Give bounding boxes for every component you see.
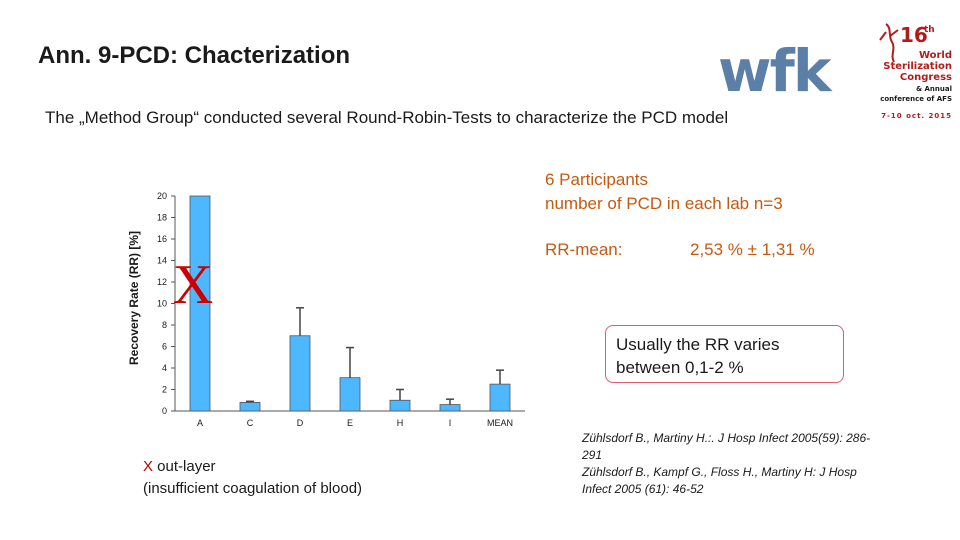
outlier-x-mark: X (173, 254, 213, 316)
outlier-text: out-layer (153, 458, 216, 475)
outlier-reason: (insufficient coagulation of blood) (143, 480, 363, 497)
congress-line-4: conference of AFS (880, 95, 952, 103)
congress-logo: 16 th World Sterilization Congress & Ann… (879, 23, 952, 120)
reference-2: Zühlsdorf B., Kampf G., Floss H., Martin… (582, 465, 857, 496)
congress-dates: 7-10 oct. 2015 (881, 112, 952, 120)
rr-mean-value: 2,53 % ± 1,31 % (690, 240, 815, 259)
recovery-rate-chart: 0 2 4 6 8 10 12 14 16 18 20 A C D E H I MEAN Recovery Rat… (127, 191, 525, 428)
x-tick-label: D (297, 418, 304, 428)
note-box (605, 325, 844, 383)
intro-text: The „Method Group“ conducted several Rou… (45, 108, 729, 127)
note-text: Usually the RR varies between 0,1-2 % (616, 333, 779, 379)
bar (189, 195, 211, 412)
outlier-x-label: X (143, 458, 154, 475)
x-tick-label: C (247, 418, 254, 428)
y-tick-label: 4 (162, 363, 167, 373)
x-tick-label: E (347, 418, 353, 428)
y-tick-label: 20 (157, 191, 167, 201)
bar (389, 399, 411, 412)
congress-line-3: & Annual (916, 85, 952, 93)
bar (289, 335, 311, 412)
bar (339, 377, 361, 412)
bar (489, 383, 511, 412)
y-tick-label: 8 (162, 320, 167, 330)
y-tick-label: 14 (157, 256, 167, 266)
x-tick-label: MEAN (487, 418, 513, 428)
references: Zühlsdorf B., Martiny H.:. J Hosp Infect… (582, 430, 872, 498)
y-tick-label: 12 (157, 277, 167, 287)
bar (439, 404, 461, 412)
bar (239, 401, 261, 412)
y-tick-label: 0 (162, 406, 167, 416)
wfk-logo: wfk (718, 45, 835, 97)
outlier-explanation: X out-layer (insufficient coagulation of… (143, 456, 362, 500)
y-tick-label: 2 (162, 385, 167, 395)
page-title: Ann. 9-PCD: Chacterization (38, 42, 351, 69)
x-tick-label: H (397, 418, 404, 428)
note-line-2: between 0,1-2 % (616, 358, 744, 377)
note-line-1: Usually the RR varies (616, 335, 780, 354)
wfk-logo-text: wfk (718, 45, 833, 97)
y-tick-label: 18 (157, 213, 167, 223)
congress-line-2: Congress (900, 72, 952, 83)
y-tick-label: 10 (157, 299, 167, 309)
rr-mean-label: RR-mean: (545, 240, 623, 259)
y-tick-label: 6 (162, 342, 167, 352)
x-tick-label: I (449, 418, 452, 428)
congress-suffix: th (924, 25, 935, 35)
participants-info: 6 Participants number of PCD in each lab… (545, 168, 783, 216)
y-tick-label: 16 (157, 234, 167, 244)
reference-1: Zühlsdorf B., Martiny H.:. J Hosp Infect… (582, 431, 871, 462)
congress-line-1: Sterilization (883, 61, 952, 72)
congress-number: 16 (900, 23, 928, 47)
figure-icon (879, 23, 899, 63)
participants-line-1: 6 Participants (545, 170, 648, 189)
y-axis-label: Recovery Rate (RR) [%] (127, 231, 141, 365)
congress-line-0: World (919, 50, 952, 61)
x-tick-label: A (197, 418, 203, 428)
participants-line-2: number of PCD in each lab n=3 (545, 194, 783, 213)
